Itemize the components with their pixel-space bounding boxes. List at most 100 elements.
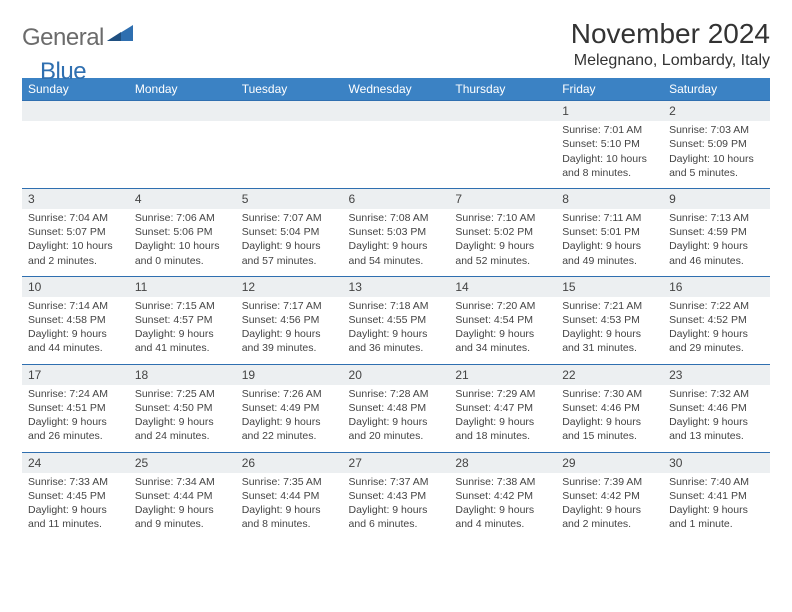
- day-cell: 17Sunrise: 7:24 AMSunset: 4:51 PMDayligh…: [22, 364, 129, 452]
- sunset-line: Sunset: 4:49 PM: [242, 401, 337, 415]
- calendar-body: 1Sunrise: 7:01 AMSunset: 5:10 PMDaylight…: [22, 101, 770, 540]
- sunset-line: Sunset: 4:59 PM: [669, 225, 764, 239]
- day-number: 21: [449, 365, 556, 385]
- day-header-thursday: Thursday: [449, 78, 556, 101]
- daylight-line-2: and 0 minutes.: [135, 254, 230, 268]
- logo-text-general: General: [22, 24, 104, 52]
- day-cell: 21 Sunrise: 7:29 AMSunset: 4:47 PMDayligh…: [449, 364, 556, 452]
- daylight-line-2: and 8 minutes.: [242, 517, 337, 531]
- day-number: 15: [556, 277, 663, 297]
- empty-band: [22, 101, 129, 121]
- page: General November 2024 Melegnano, Lombard…: [0, 0, 792, 539]
- logo-text-blue: Blue: [40, 58, 86, 86]
- day-cell: 14Sunrise: 7:20 AMSunset: 4:54 PMDayligh…: [449, 276, 556, 364]
- sunset-line: Sunset: 4:46 PM: [562, 401, 657, 415]
- sunrise-line: Sunrise: 7:15 AM: [135, 299, 230, 313]
- day-number: 30: [663, 453, 770, 473]
- sunrise-line: Sunrise: 7:11 AM: [562, 211, 657, 225]
- day-cell: 29Sunrise: 7:39 AMSunset: 4:42 PMDayligh…: [556, 452, 663, 539]
- day-header-wednesday: Wednesday: [343, 78, 450, 101]
- location: Melegnano, Lombardy, Italy: [571, 52, 770, 70]
- daylight-line-1: Daylight: 9 hours: [669, 239, 764, 253]
- day-number: 8: [556, 189, 663, 209]
- sunrise-line: Sunrise: 7:21 AM: [562, 299, 657, 313]
- daylight-line-1: Daylight: 9 hours: [349, 327, 444, 341]
- daylight-line-1: Daylight: 9 hours: [562, 239, 657, 253]
- day-number: 14: [449, 277, 556, 297]
- daylight-line-1: Daylight: 9 hours: [135, 415, 230, 429]
- day-header-monday: Monday: [129, 78, 236, 101]
- daylight-line-2: and 41 minutes.: [135, 341, 230, 355]
- day-header-row: Sunday Monday Tuesday Wednesday Thursday…: [22, 78, 770, 101]
- daylight-line-2: and 9 minutes.: [135, 517, 230, 531]
- day-cell: 12Sunrise: 7:17 AMSunset: 4:56 PMDayligh…: [236, 276, 343, 364]
- daylight-line-1: Daylight: 10 hours: [669, 152, 764, 166]
- sunrise-line: Sunrise: 7:25 AM: [135, 387, 230, 401]
- sunset-line: Sunset: 4:45 PM: [28, 489, 123, 503]
- sunrise-line: Sunrise: 7:26 AM: [242, 387, 337, 401]
- sunrise-line: Sunrise: 7:10 AM: [455, 211, 550, 225]
- day-number: 20: [343, 365, 450, 385]
- day-cell: 10Sunrise: 7:14 AMSunset: 4:58 PMDayligh…: [22, 276, 129, 364]
- sunrise-line: Sunrise: 7:28 AM: [349, 387, 444, 401]
- day-cell: 7Sunrise: 7:10 AMSunset: 5:02 PMDaylight…: [449, 188, 556, 276]
- daylight-line-2: and 52 minutes.: [455, 254, 550, 268]
- sunrise-line: Sunrise: 7:33 AM: [28, 475, 123, 489]
- sunrise-line: Sunrise: 7:24 AM: [28, 387, 123, 401]
- sunrise-line: Sunrise: 7:08 AM: [349, 211, 444, 225]
- empty-cell: [343, 101, 450, 189]
- day-cell: 25 Sunrise: 7:34 AMSunset: 4:44 PMDayligh…: [129, 452, 236, 539]
- day-header-friday: Friday: [556, 78, 663, 101]
- sunrise-line: Sunrise: 7:34 AM: [135, 475, 230, 489]
- title-block: November 2024 Melegnano, Lombardy, Italy: [571, 18, 770, 70]
- day-cell: 28Sunrise: 7:38 AMSunset: 4:42 PMDayligh…: [449, 452, 556, 539]
- daylight-line-1: Daylight: 9 hours: [669, 415, 764, 429]
- sunrise-line: Sunrise: 7:37 AM: [349, 475, 444, 489]
- day-cell: 9 Sunrise: 7:13 AMSunset: 4:59 PMDaylight…: [663, 188, 770, 276]
- day-cell: 15Sunrise: 7:21 AMSunset: 4:53 PMDayligh…: [556, 276, 663, 364]
- daylight-line-1: Daylight: 10 hours: [135, 239, 230, 253]
- sunset-line: Sunset: 4:50 PM: [135, 401, 230, 415]
- day-number: 4: [129, 189, 236, 209]
- sunrise-line: Sunrise: 7:40 AM: [669, 475, 764, 489]
- day-cell: 6Sunrise: 7:08 AMSunset: 5:03 PMDaylight…: [343, 188, 450, 276]
- month-title: November 2024: [571, 18, 770, 50]
- calendar-row: 17Sunrise: 7:24 AMSunset: 4:51 PMDayligh…: [22, 364, 770, 452]
- day-number: 13: [343, 277, 450, 297]
- daylight-line-1: Daylight: 9 hours: [562, 503, 657, 517]
- day-number: 27: [343, 453, 450, 473]
- daylight-line-1: Daylight: 9 hours: [135, 503, 230, 517]
- day-number: 25: [129, 453, 236, 473]
- sunset-line: Sunset: 5:09 PM: [669, 137, 764, 151]
- sunset-line: Sunset: 4:41 PM: [669, 489, 764, 503]
- day-number: 11: [129, 277, 236, 297]
- sunset-line: Sunset: 4:53 PM: [562, 313, 657, 327]
- daylight-line-1: Daylight: 9 hours: [349, 503, 444, 517]
- sunrise-line: Sunrise: 7:20 AM: [455, 299, 550, 313]
- daylight-line-2: and 15 minutes.: [562, 429, 657, 443]
- daylight-line-2: and 20 minutes.: [349, 429, 444, 443]
- day-header-saturday: Saturday: [663, 78, 770, 101]
- header: General November 2024 Melegnano, Lombard…: [22, 18, 770, 70]
- daylight-line-1: Daylight: 9 hours: [349, 415, 444, 429]
- daylight-line-2: and 49 minutes.: [562, 254, 657, 268]
- daylight-line-1: Daylight: 9 hours: [455, 415, 550, 429]
- daylight-line-2: and 2 minutes.: [562, 517, 657, 531]
- daylight-line-2: and 31 minutes.: [562, 341, 657, 355]
- day-number: 9: [663, 189, 770, 209]
- sunrise-line: Sunrise: 7:07 AM: [242, 211, 337, 225]
- sunset-line: Sunset: 5:01 PM: [562, 225, 657, 239]
- day-number: 23: [663, 365, 770, 385]
- sunrise-line: Sunrise: 7:13 AM: [669, 211, 764, 225]
- sunset-line: Sunset: 4:57 PM: [135, 313, 230, 327]
- sunset-line: Sunset: 4:44 PM: [135, 489, 230, 503]
- day-number: 3: [22, 189, 129, 209]
- sunrise-line: Sunrise: 7:29 AM: [455, 387, 550, 401]
- day-number: 1: [556, 101, 663, 121]
- day-number: 29: [556, 453, 663, 473]
- day-number: 26: [236, 453, 343, 473]
- logo-triangle-icon: [107, 25, 133, 48]
- sunset-line: Sunset: 4:47 PM: [455, 401, 550, 415]
- day-cell: 1Sunrise: 7:01 AMSunset: 5:10 PMDaylight…: [556, 101, 663, 189]
- day-cell: 8 Sunrise: 7:11 AMSunset: 5:01 PMDaylight…: [556, 188, 663, 276]
